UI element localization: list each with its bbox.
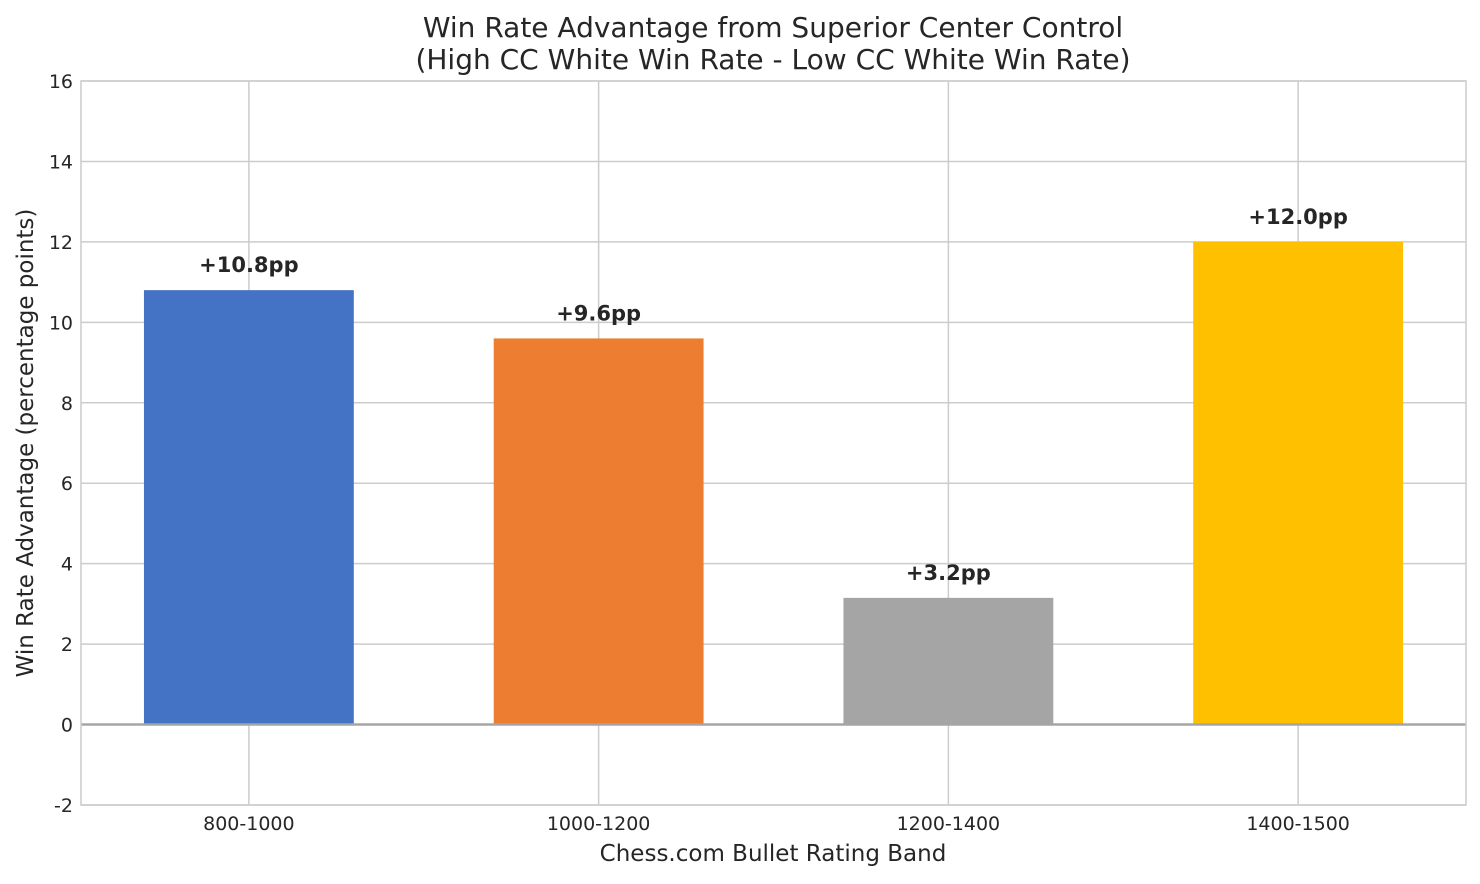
x-tick-label: 1400-1500 bbox=[1246, 813, 1350, 835]
x-tick-label: 1000-1200 bbox=[547, 813, 651, 835]
x-tick-label: 1200-1400 bbox=[897, 813, 1001, 835]
bar bbox=[843, 597, 1054, 725]
y-axis-label: Win Rate Advantage (percentage points) bbox=[13, 209, 39, 678]
y-tick-label: -2 bbox=[54, 795, 73, 817]
x-axis-label: Chess.com Bullet Rating Band bbox=[600, 841, 947, 867]
plot-frame bbox=[80, 80, 1467, 806]
y-tick-label: 14 bbox=[49, 151, 73, 173]
chart-title-line-1: Win Rate Advantage from Superior Center … bbox=[423, 11, 1123, 44]
bar bbox=[1193, 241, 1404, 725]
y-tick-label: 4 bbox=[61, 554, 73, 576]
y-tick-label: 10 bbox=[49, 312, 73, 334]
y-tick-label: 16 bbox=[49, 71, 73, 93]
y-tick-label: 2 bbox=[61, 634, 73, 656]
y-tick-label: 12 bbox=[49, 232, 73, 254]
x-tick-label: 800-1000 bbox=[203, 813, 294, 835]
y-tick-label: 8 bbox=[61, 393, 73, 415]
y-tick-label: 6 bbox=[61, 473, 73, 495]
bar bbox=[493, 338, 704, 725]
bar-value-labels: +10.8pp +9.6pp +3.2pp +12.0pp bbox=[199, 205, 1348, 585]
y-tick-label: 0 bbox=[61, 715, 73, 737]
bar-value-label: +3.2pp bbox=[906, 561, 991, 585]
chart-title-line-2: (High CC White Win Rate - Low CC White W… bbox=[415, 43, 1130, 76]
bar bbox=[143, 290, 354, 725]
bar-value-label: +10.8pp bbox=[199, 253, 298, 277]
bar-value-label: +12.0pp bbox=[1248, 205, 1347, 229]
bars bbox=[80, 80, 1467, 806]
bar-value-label: +9.6pp bbox=[556, 301, 641, 325]
tick-labels: -2 0 2 4 6 8 10 12 14 16 800-1000 1000-1200 1200-140… bbox=[49, 71, 1350, 835]
